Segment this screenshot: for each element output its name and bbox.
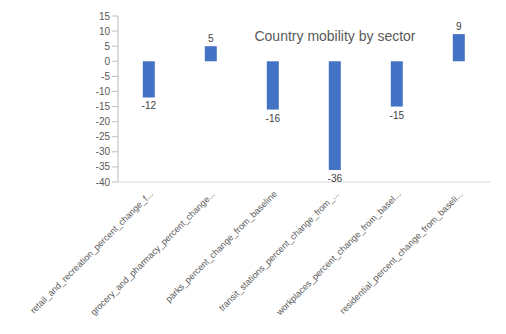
svg-text:9: 9 — [456, 21, 462, 32]
svg-text:transit_stations_percent_chang: transit_stations_percent_change_from_... — [217, 189, 341, 313]
svg-text:-30: -30 — [96, 146, 111, 157]
svg-text:-40: -40 — [96, 177, 111, 188]
html-text:Country mobility by sector: Country mobility by sector — [254, 28, 416, 44]
svg-text:-12: -12 — [142, 100, 157, 111]
svg-text:-35: -35 — [96, 161, 111, 172]
svg-text:-16: -16 — [266, 113, 281, 124]
svg-text:15: 15 — [99, 11, 111, 22]
svg-text:-15: -15 — [390, 110, 405, 121]
svg-text:-36: -36 — [328, 173, 343, 184]
svg-text:5: 5 — [208, 33, 214, 44]
svg-text:parks_percent_change_from_base: parks_percent_change_from_baseline — [164, 189, 279, 304]
svg-text:5: 5 — [104, 41, 110, 52]
svg-text:0: 0 — [104, 56, 110, 67]
svg-text:-20: -20 — [96, 116, 111, 127]
svg-text:residential_percent_change_fro: residential_percent_change_from_baseli..… — [338, 189, 465, 316]
svg-text:10: 10 — [99, 26, 111, 37]
svg-text:workplaces_percent_change_from: workplaces_percent_change_from_basel... — [274, 189, 403, 318]
svg-text:grocery_and_pharmacy_percent_c: grocery_and_pharmacy_percent_change... — [89, 189, 217, 317]
svg-text:-25: -25 — [96, 131, 111, 142]
svg-text:-10: -10 — [96, 86, 111, 97]
svg-text:retail_and_recreation_percent_: retail_and_recreation_percent_change_f..… — [28, 189, 155, 316]
svg-text:-15: -15 — [96, 101, 111, 112]
svg-text:-5: -5 — [101, 71, 110, 82]
